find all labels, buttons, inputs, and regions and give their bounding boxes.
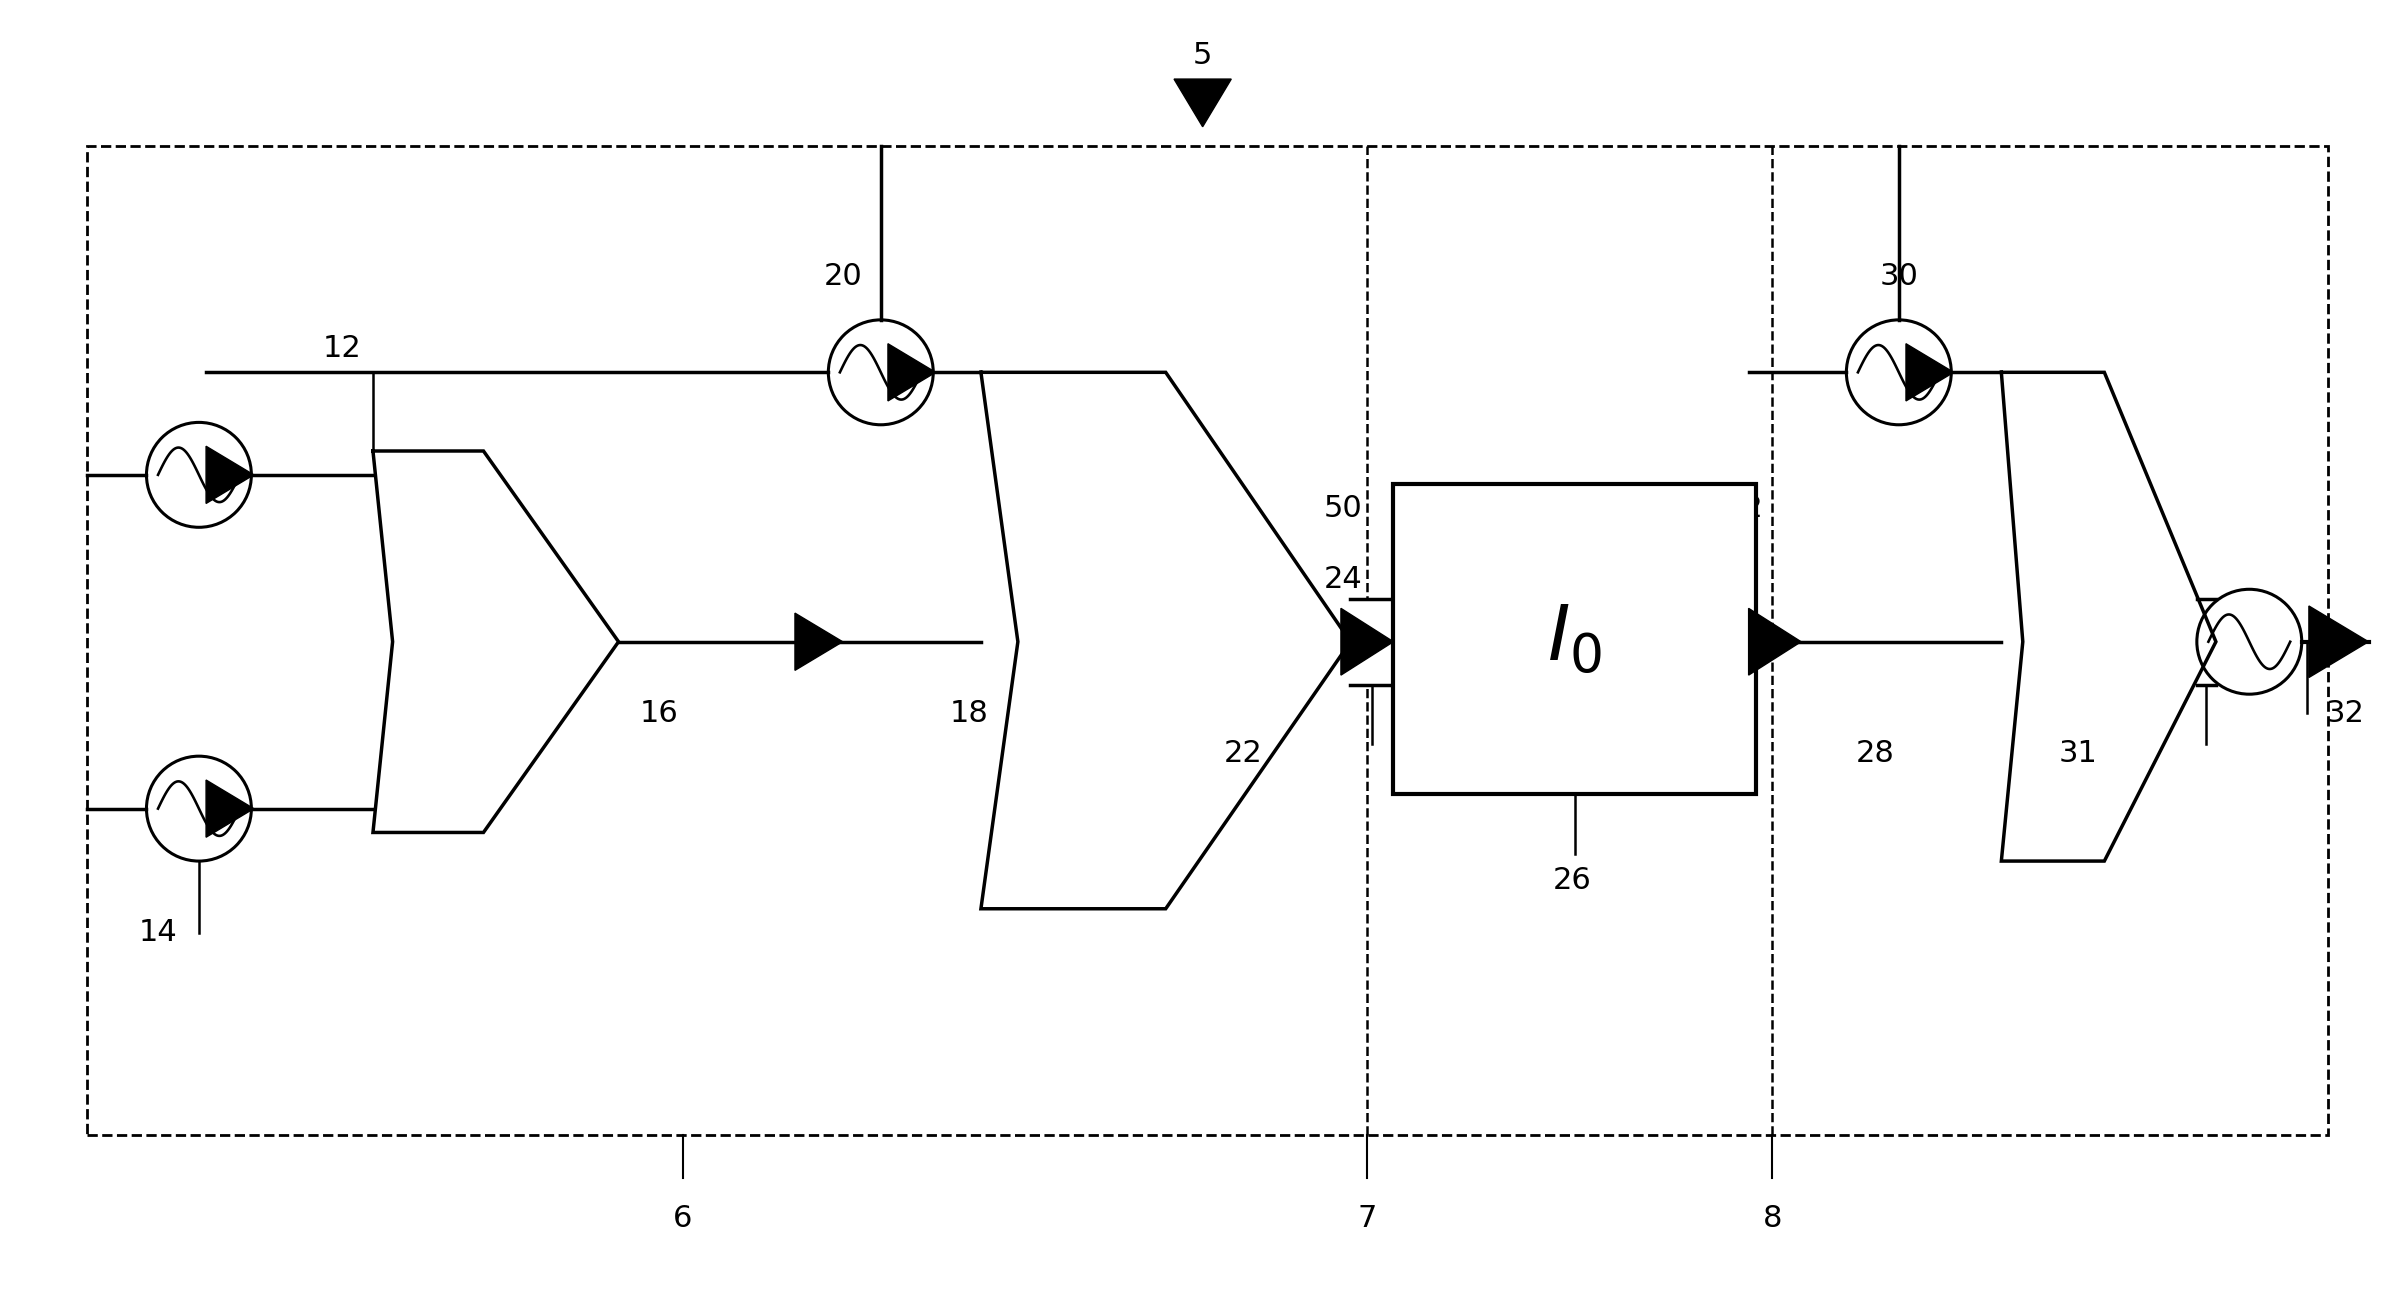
Text: 20: 20	[823, 262, 863, 291]
Text: 31: 31	[2059, 740, 2097, 768]
Polygon shape	[206, 780, 253, 838]
Text: 5: 5	[1193, 40, 1212, 70]
Polygon shape	[2310, 606, 2369, 678]
Text: 26: 26	[1552, 865, 1592, 895]
Text: 22: 22	[1224, 740, 1262, 768]
Text: 7: 7	[1358, 1204, 1377, 1234]
Polygon shape	[1906, 344, 1953, 401]
Text: 32: 32	[2324, 698, 2365, 728]
Bar	[1394, 485, 1755, 794]
Polygon shape	[2001, 372, 2216, 861]
Polygon shape	[2197, 599, 2216, 685]
Text: 24: 24	[1325, 565, 1363, 595]
Text: 50: 50	[1325, 494, 1363, 522]
Polygon shape	[373, 451, 619, 833]
Bar	[86, 146, 2329, 1135]
Text: 14: 14	[139, 918, 177, 946]
Text: 12: 12	[323, 334, 361, 363]
Text: 30: 30	[1879, 262, 1918, 291]
Polygon shape	[206, 446, 253, 503]
Polygon shape	[1174, 79, 1231, 127]
Text: $I_0$: $I_0$	[1547, 603, 1602, 676]
Text: 8: 8	[1762, 1204, 1781, 1234]
Text: 6: 6	[674, 1204, 693, 1234]
Polygon shape	[1748, 608, 1800, 675]
Text: 16: 16	[641, 698, 679, 728]
Polygon shape	[887, 344, 935, 401]
Polygon shape	[1351, 599, 1394, 685]
Polygon shape	[794, 613, 842, 670]
Polygon shape	[1341, 608, 1394, 675]
Text: 28: 28	[1855, 740, 1894, 768]
Text: 18: 18	[949, 698, 987, 728]
Polygon shape	[980, 372, 1351, 909]
Text: 52: 52	[1724, 494, 1762, 522]
